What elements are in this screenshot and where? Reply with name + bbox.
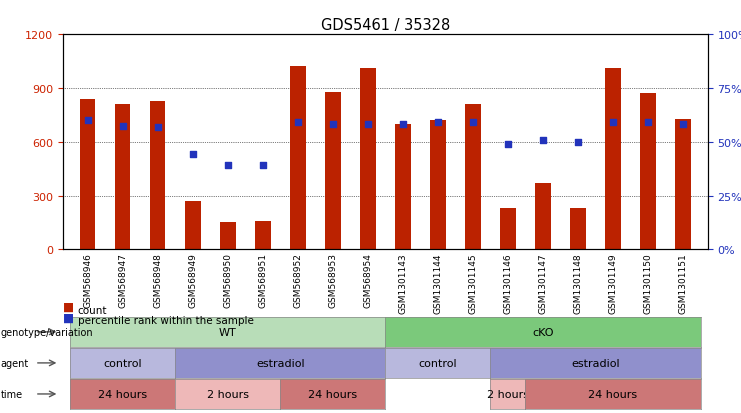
- Text: control: control: [419, 358, 457, 368]
- Text: 24 hours: 24 hours: [98, 389, 147, 399]
- Point: [572, 139, 584, 146]
- Bar: [675, 119, 691, 250]
- Bar: [150, 101, 165, 250]
- Bar: [535, 184, 551, 250]
- Bar: [430, 121, 446, 250]
- Bar: [255, 221, 270, 250]
- Text: ■: ■: [63, 300, 74, 313]
- Bar: [185, 202, 201, 250]
- Text: percentile rank within the sample: percentile rank within the sample: [78, 316, 253, 325]
- Point: [607, 119, 619, 126]
- Bar: [325, 93, 341, 250]
- Text: genotype/variation: genotype/variation: [1, 327, 93, 337]
- Text: estradiol: estradiol: [256, 358, 305, 368]
- Text: ■: ■: [63, 311, 74, 323]
- Bar: [465, 105, 481, 250]
- Bar: [640, 94, 656, 250]
- Bar: [395, 125, 411, 250]
- Point: [152, 125, 164, 131]
- Point: [222, 162, 233, 169]
- Text: WT: WT: [219, 327, 236, 337]
- Point: [116, 123, 128, 130]
- Text: 2 hours: 2 hours: [207, 389, 249, 399]
- Text: agent: agent: [1, 358, 29, 368]
- Bar: [570, 209, 586, 250]
- Bar: [220, 222, 236, 250]
- Text: count: count: [78, 305, 107, 315]
- Point: [642, 119, 654, 126]
- Bar: [79, 100, 96, 250]
- Text: time: time: [1, 389, 23, 399]
- Point: [502, 141, 514, 147]
- Bar: [605, 69, 621, 250]
- Bar: [500, 209, 516, 250]
- Bar: [360, 69, 376, 250]
- Text: 24 hours: 24 hours: [588, 389, 637, 399]
- Bar: [115, 105, 130, 250]
- Point: [292, 119, 304, 126]
- Point: [257, 162, 269, 169]
- Point: [537, 138, 549, 144]
- Point: [432, 119, 444, 126]
- Point: [327, 121, 339, 128]
- Point: [677, 121, 689, 128]
- Point: [362, 121, 373, 128]
- Bar: [290, 67, 305, 250]
- Point: [82, 118, 93, 124]
- Title: GDS5461 / 35328: GDS5461 / 35328: [321, 18, 450, 33]
- Text: estradiol: estradiol: [571, 358, 620, 368]
- Point: [187, 152, 199, 158]
- Text: 2 hours: 2 hours: [487, 389, 529, 399]
- Point: [397, 121, 409, 128]
- Text: control: control: [103, 358, 142, 368]
- Text: 24 hours: 24 hours: [308, 389, 357, 399]
- Text: cKO: cKO: [532, 327, 554, 337]
- Point: [467, 119, 479, 126]
